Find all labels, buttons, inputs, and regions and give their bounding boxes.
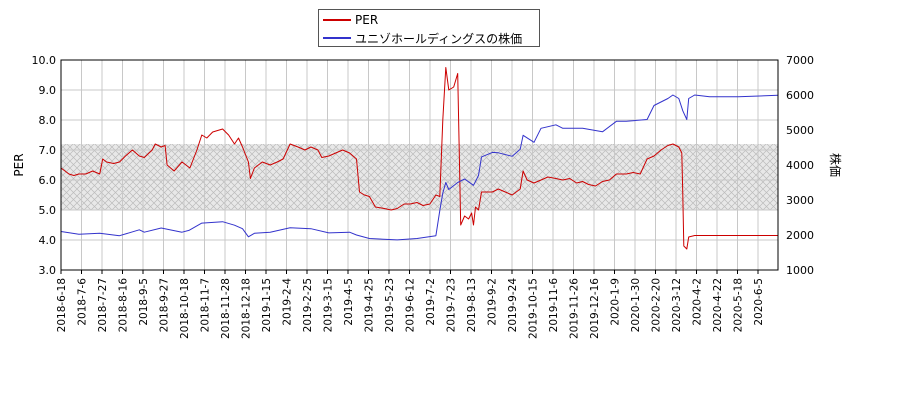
x-tick-label: 2019-8-13: [466, 278, 478, 332]
x-tick-label: 2019-11-6: [548, 278, 560, 333]
x-tick-label: 2018-7-27: [97, 278, 109, 332]
plot-frame: [60, 59, 779, 271]
x-tick-label: 2019-2-25: [302, 278, 314, 332]
x-tick-label: 2019-6-12: [405, 278, 417, 332]
x-tick-label: 2020-1-30: [630, 278, 642, 332]
x-tick-label: 2018-11-7: [200, 278, 212, 332]
x-tick-label: 2019-3-15: [323, 278, 335, 332]
y-right-tick-label: 4000: [786, 159, 814, 172]
x-tick-label: 2019-4-5: [343, 278, 355, 326]
x-tick-label: 2019-11-26: [569, 278, 581, 339]
x-tick-label: 2019-7-23: [446, 278, 458, 332]
y-right-tick-label: 2000: [786, 229, 814, 242]
x-tick-label: 2018-7-6: [77, 278, 89, 326]
y-left-tick-label: 8.0: [39, 114, 57, 127]
x-tick-label: 2018-12-18: [241, 278, 253, 339]
shaded-band-hatch: [61, 144, 778, 210]
y-left-axis-title: PER: [12, 153, 26, 176]
x-tick-label: 2018-10-18: [179, 278, 191, 339]
legend-label-stock-price: ユニゾホールディングスの株価: [355, 31, 523, 46]
x-tick-label: 2019-5-23: [384, 278, 396, 332]
x-tick-label: 2019-1-15: [261, 278, 273, 332]
legend: PER ユニゾホールディングスの株価: [318, 9, 540, 47]
x-tick-label: 2018-6-18: [56, 278, 68, 332]
x-tick-label: 2020-3-12: [671, 278, 683, 332]
stock-price-series-line: [60, 94, 779, 241]
x-tick-label: 2018-9-27: [159, 278, 171, 332]
legend-swatch-per: [323, 19, 351, 21]
x-tick-label: 2020-2-20: [651, 278, 663, 332]
y-left-tick-label: 5.0: [39, 204, 57, 217]
x-tick-label: 2018-8-16: [118, 278, 130, 333]
y-right-tick-label: 1000: [786, 264, 814, 277]
x-tick-label: 2020-4-2: [692, 278, 704, 326]
x-tick-label: 2019-9-2: [487, 278, 499, 326]
x-tick-label: 2018-9-5: [138, 278, 150, 326]
y-left-tick-label: 10.0: [32, 54, 57, 67]
y-left-tick-label: 3.0: [39, 264, 57, 277]
y-right-axis-title: 株価: [828, 153, 843, 177]
y-left-tick-label: 7.0: [39, 144, 57, 157]
y-right-tick-label: 3000: [786, 194, 814, 207]
x-tick-label: 2018-11-28: [220, 278, 232, 339]
x-tick-label: 2019-7-2: [425, 278, 437, 326]
legend-label-per: PER: [355, 13, 379, 27]
x-tick-label: 2020-6-5: [753, 278, 765, 326]
x-tick-label: 2019-12-16: [589, 278, 601, 339]
y-right-tick-label: 7000: [786, 54, 814, 67]
x-tick-label: 2019-2-4: [282, 278, 294, 326]
legend-item-stock-price: ユニゾホールディングスの株価: [323, 30, 522, 46]
per-series-line: [60, 67, 778, 250]
x-tick-label: 2020-4-22: [712, 278, 724, 332]
y-right-tick-label: 5000: [786, 124, 814, 137]
y-left-tick-label: 9.0: [39, 84, 57, 97]
x-tick-label: 2020-5-18: [733, 278, 745, 332]
y-left-tick-label: 6.0: [39, 174, 57, 187]
x-tick-label: 2019-10-15: [528, 278, 540, 339]
x-tick-label: 2019-4-25: [364, 278, 376, 332]
x-tick-label: 2020-1-9: [610, 278, 622, 326]
y-right-tick-label: 6000: [786, 89, 814, 102]
legend-swatch-stock-price: [323, 37, 351, 39]
x-tick-label: 2019-9-24: [507, 278, 519, 333]
y-left-tick-label: 4.0: [39, 234, 57, 247]
legend-item-per: PER: [323, 12, 378, 28]
